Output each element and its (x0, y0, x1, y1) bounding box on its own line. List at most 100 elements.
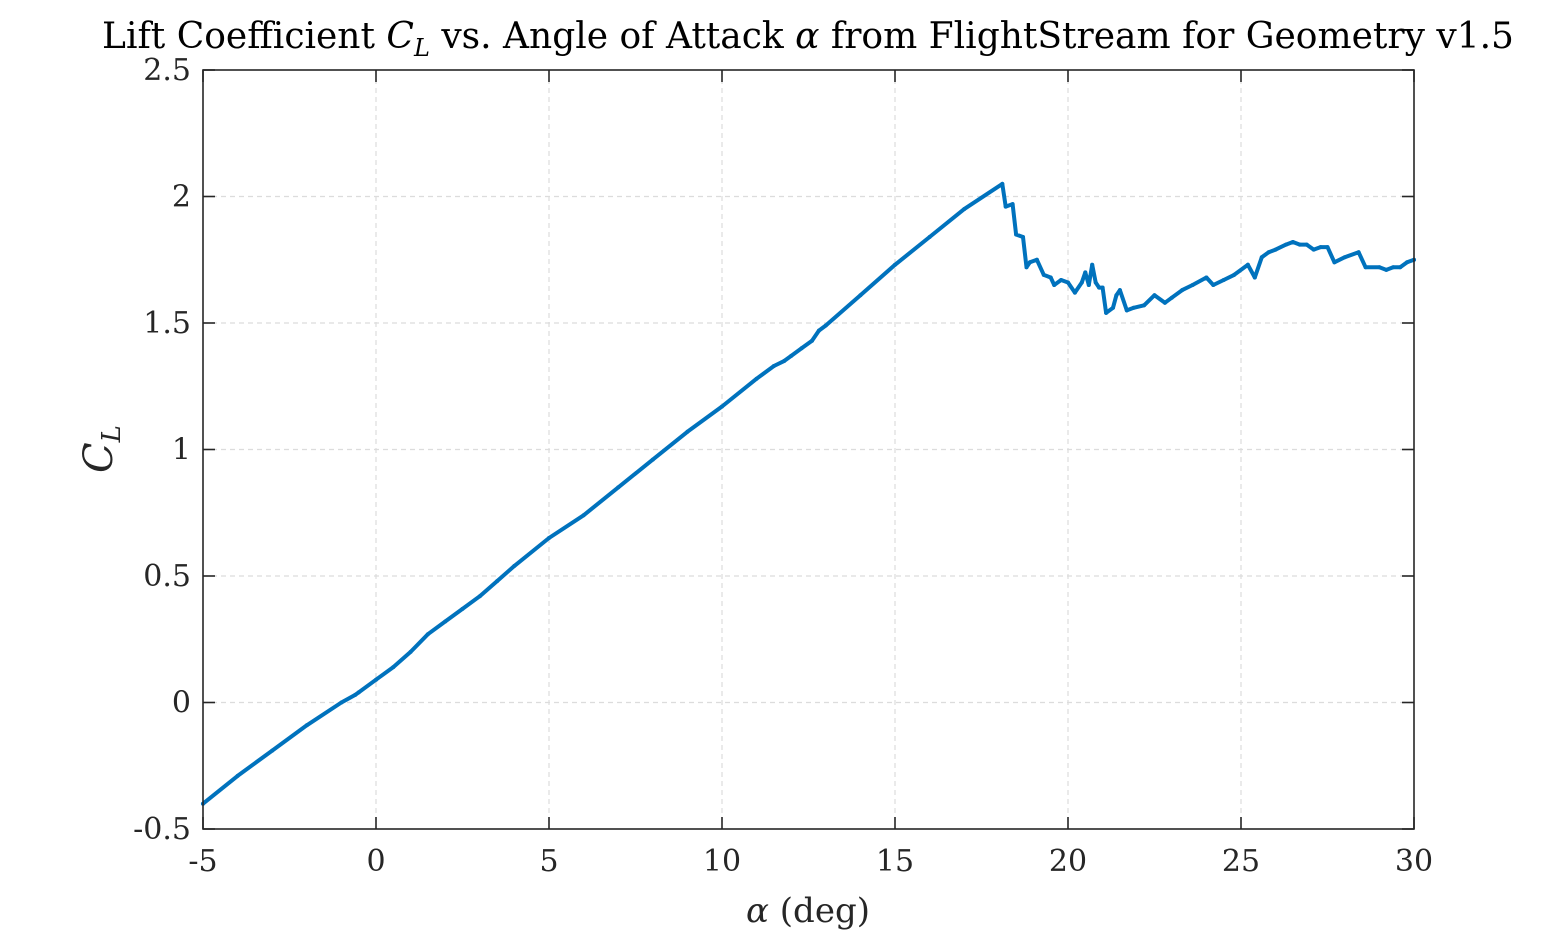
y-tick-label: 0 (172, 686, 191, 721)
cl-data-point (1384, 267, 1389, 272)
cl-data-point (1204, 275, 1209, 280)
cl-data-point (581, 513, 586, 518)
cl-data-point (1405, 260, 1410, 265)
cl-data-point (1111, 305, 1115, 310)
cl-data-point (1325, 245, 1330, 250)
cl-data-point (789, 353, 794, 358)
y-tick-label: 0.5 (143, 559, 191, 594)
y-tick-label: 1 (172, 433, 191, 468)
cl-data-point (816, 328, 821, 333)
cl-data-point (962, 207, 967, 212)
cl-data-point (1041, 272, 1046, 277)
cl-data-point (1169, 295, 1174, 300)
cl-data-point (1398, 265, 1403, 270)
cl-data-point (1332, 260, 1337, 265)
cl-data-point (754, 376, 759, 381)
cl-data-point (1086, 283, 1091, 287)
cl-data-point (810, 338, 814, 343)
cl-data-point (1290, 240, 1295, 244)
cl-data-point (1124, 308, 1129, 313)
cl-data-point (1356, 250, 1361, 255)
cl-data-point (1221, 278, 1226, 282)
cl-data-point (1377, 265, 1382, 270)
cl-data-point (1114, 293, 1119, 298)
cl-data-point (477, 594, 482, 599)
cl-data-point (1097, 285, 1102, 290)
cl-data-point (1104, 310, 1109, 315)
cl-data-point (391, 665, 396, 670)
cl-data-point (1245, 262, 1250, 267)
cl-data-point (1079, 280, 1084, 285)
cl-data-point (408, 649, 413, 654)
x-tick-label: 0 (366, 844, 385, 879)
cl-data-point (1024, 265, 1029, 270)
cl-data-point (512, 563, 517, 568)
cl-data-point (1211, 283, 1216, 287)
y-tick-labels: -0.5 0 0.5 1 1.5 2 2.5 (133, 53, 191, 847)
cl-data-point (1180, 288, 1185, 293)
cl-data-point (1021, 235, 1025, 239)
cl-data-point (1232, 272, 1237, 277)
cl-data-point (1391, 265, 1396, 270)
cl-data-point (1117, 288, 1122, 293)
cl-data-point (1048, 275, 1053, 280)
x-tick-label: 15 (876, 844, 914, 879)
cl-data-point (893, 262, 897, 267)
grid (203, 70, 1414, 829)
series-layer (201, 181, 1416, 806)
cl-data-point (1093, 280, 1098, 285)
x-tick-labels: -5 0 5 10 15 20 25 30 (188, 844, 1433, 879)
x-tick-label: 30 (1395, 844, 1433, 879)
x-tick-label: 10 (703, 844, 741, 879)
cl-data-point (1072, 290, 1077, 295)
x-tick-label: 5 (539, 844, 558, 879)
y-tick-label: -0.5 (133, 812, 191, 847)
cl-data-point (356, 690, 361, 695)
cl-data-point (616, 485, 621, 490)
cl-data-point (823, 323, 828, 328)
cl-data-point (339, 700, 344, 705)
cl-data-point (1342, 255, 1347, 260)
cl-data-point (927, 235, 932, 239)
cl-data-point (1027, 260, 1032, 265)
x-tick-label: -5 (188, 844, 217, 879)
cl-data-point (650, 457, 655, 462)
cl-data-point (1273, 247, 1278, 252)
cl-data-point (1066, 280, 1070, 285)
cl-data-point (720, 404, 724, 409)
x-axis-label: α (deg) (746, 891, 870, 931)
cl-data-point (425, 632, 430, 637)
cl-data-point (1090, 262, 1095, 267)
cl-data-point (1162, 300, 1167, 305)
cl-data-point (1083, 270, 1088, 275)
cl-data-point (1259, 255, 1264, 260)
cl-data-point (304, 723, 309, 728)
cl-data-point (685, 429, 690, 434)
cl-data-point (235, 773, 240, 778)
cl-data-point (547, 536, 551, 540)
axis-ticks (202, 69, 1415, 830)
cl-data-point (1100, 285, 1105, 290)
cl-data-point (1152, 293, 1157, 298)
cl-data-point (1266, 250, 1271, 255)
cl-data-point (1252, 275, 1257, 280)
cl-data-point (1190, 283, 1195, 287)
cl-data-point (771, 364, 776, 368)
cl-data-point (1034, 257, 1039, 262)
y-tick-label: 2 (172, 180, 191, 215)
cl-data-point (1059, 278, 1064, 282)
cl-data-point (1131, 305, 1136, 310)
cl-data-point (1142, 303, 1147, 308)
cl-data-point (1311, 247, 1316, 252)
cl-data-point (858, 293, 863, 298)
cl-data-point (1052, 283, 1057, 287)
cl-data-point (460, 606, 465, 611)
cl-data-point (1284, 242, 1288, 247)
cl-data-point (270, 748, 275, 753)
cl-data-point (1003, 204, 1008, 209)
cl-data-point (374, 677, 378, 682)
y-axis-label: CL (76, 425, 127, 473)
chart-title: Lift Coefficient CL vs. Angle of Attack … (102, 16, 1514, 62)
cl-data-point (1297, 242, 1302, 247)
